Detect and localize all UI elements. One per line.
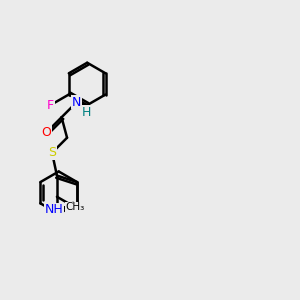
Text: H: H xyxy=(82,106,92,119)
Text: N: N xyxy=(72,96,81,109)
Text: S: S xyxy=(48,146,56,159)
Text: NH: NH xyxy=(45,203,63,216)
Text: O: O xyxy=(42,126,52,139)
Text: CH₃: CH₃ xyxy=(66,202,85,212)
Text: F: F xyxy=(47,99,54,112)
